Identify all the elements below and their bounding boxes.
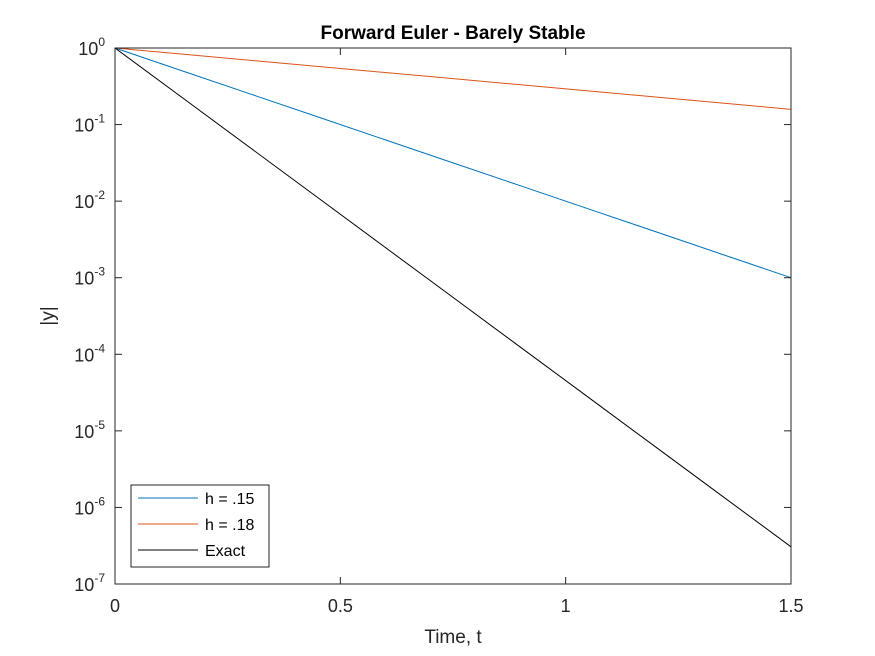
legend-label-1: h = .15 (205, 491, 254, 508)
y-tick-label: 10-6 (74, 494, 105, 518)
y-tick-label: 100 (78, 35, 105, 59)
x-axis: 0 0.5 1 1.5 (110, 48, 804, 616)
series-line-2 (114, 47, 792, 110)
series-line-3 (114, 47, 792, 548)
chart-title: Forward Euler - Barely Stable (320, 23, 585, 44)
series-line-1 (114, 47, 792, 279)
legend-label-3: Exact (205, 543, 246, 560)
legend-box (130, 484, 270, 568)
y-tick-label: 10-5 (74, 418, 105, 442)
x-axis-label: Time, t (424, 627, 482, 648)
x-tick-label: 1.5 (778, 596, 803, 616)
y-tick-label: 10-3 (74, 265, 105, 289)
y-tick-label: 10-7 (74, 571, 105, 595)
x-tick-label: 0 (110, 596, 120, 616)
x-tick-label: 0.5 (328, 596, 353, 616)
legend: h = .15 h = .18 Exact (130, 484, 270, 568)
y-tick-label: 10-1 (74, 112, 105, 136)
y-tick-label: 10-4 (74, 341, 105, 365)
series-layer (114, 47, 792, 548)
y-axis: 100 10-1 10-2 10-3 10-4 10-5 10-6 10-7 (74, 35, 791, 595)
y-tick-label: 10-2 (74, 188, 105, 212)
x-tick-label: 1 (561, 596, 571, 616)
plot-frame (114, 47, 792, 585)
legend-label-2: h = .18 (205, 517, 254, 534)
y-axis-label: |y| (38, 306, 59, 325)
